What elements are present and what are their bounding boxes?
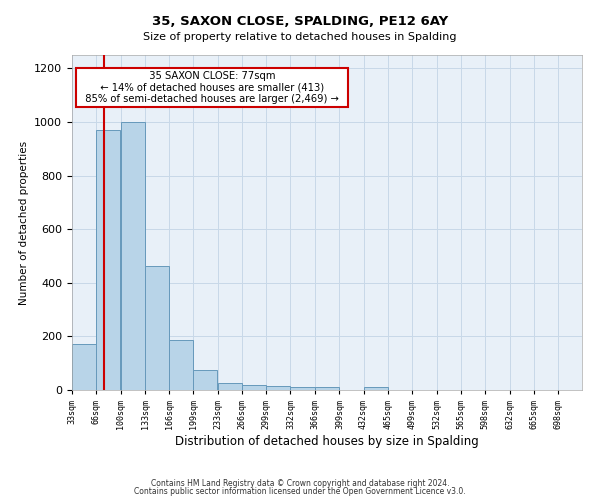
Text: 35, SAXON CLOSE, SPALDING, PE12 6AY: 35, SAXON CLOSE, SPALDING, PE12 6AY [152,15,448,28]
Bar [193,370,217,390]
Bar [121,122,145,390]
Text: Contains HM Land Registry data © Crown copyright and database right 2024.: Contains HM Land Registry data © Crown c… [151,478,449,488]
Bar [290,388,314,390]
Bar [316,388,340,390]
Bar [96,130,120,390]
Bar [218,384,242,390]
Bar [242,385,266,390]
Bar [266,386,290,390]
Text: 35 SAXON CLOSE: 77sqm  
  ← 14% of detached houses are smaller (413)  
  85% of : 35 SAXON CLOSE: 77sqm ← 14% of detached … [79,70,346,104]
Text: Size of property relative to detached houses in Spalding: Size of property relative to detached ho… [143,32,457,42]
Y-axis label: Number of detached properties: Number of detached properties [19,140,29,304]
X-axis label: Distribution of detached houses by size in Spalding: Distribution of detached houses by size … [175,434,479,448]
Text: Contains public sector information licensed under the Open Government Licence v3: Contains public sector information licen… [134,487,466,496]
Bar [364,388,388,390]
Bar [72,344,96,390]
Bar [169,340,193,390]
Bar [145,266,169,390]
